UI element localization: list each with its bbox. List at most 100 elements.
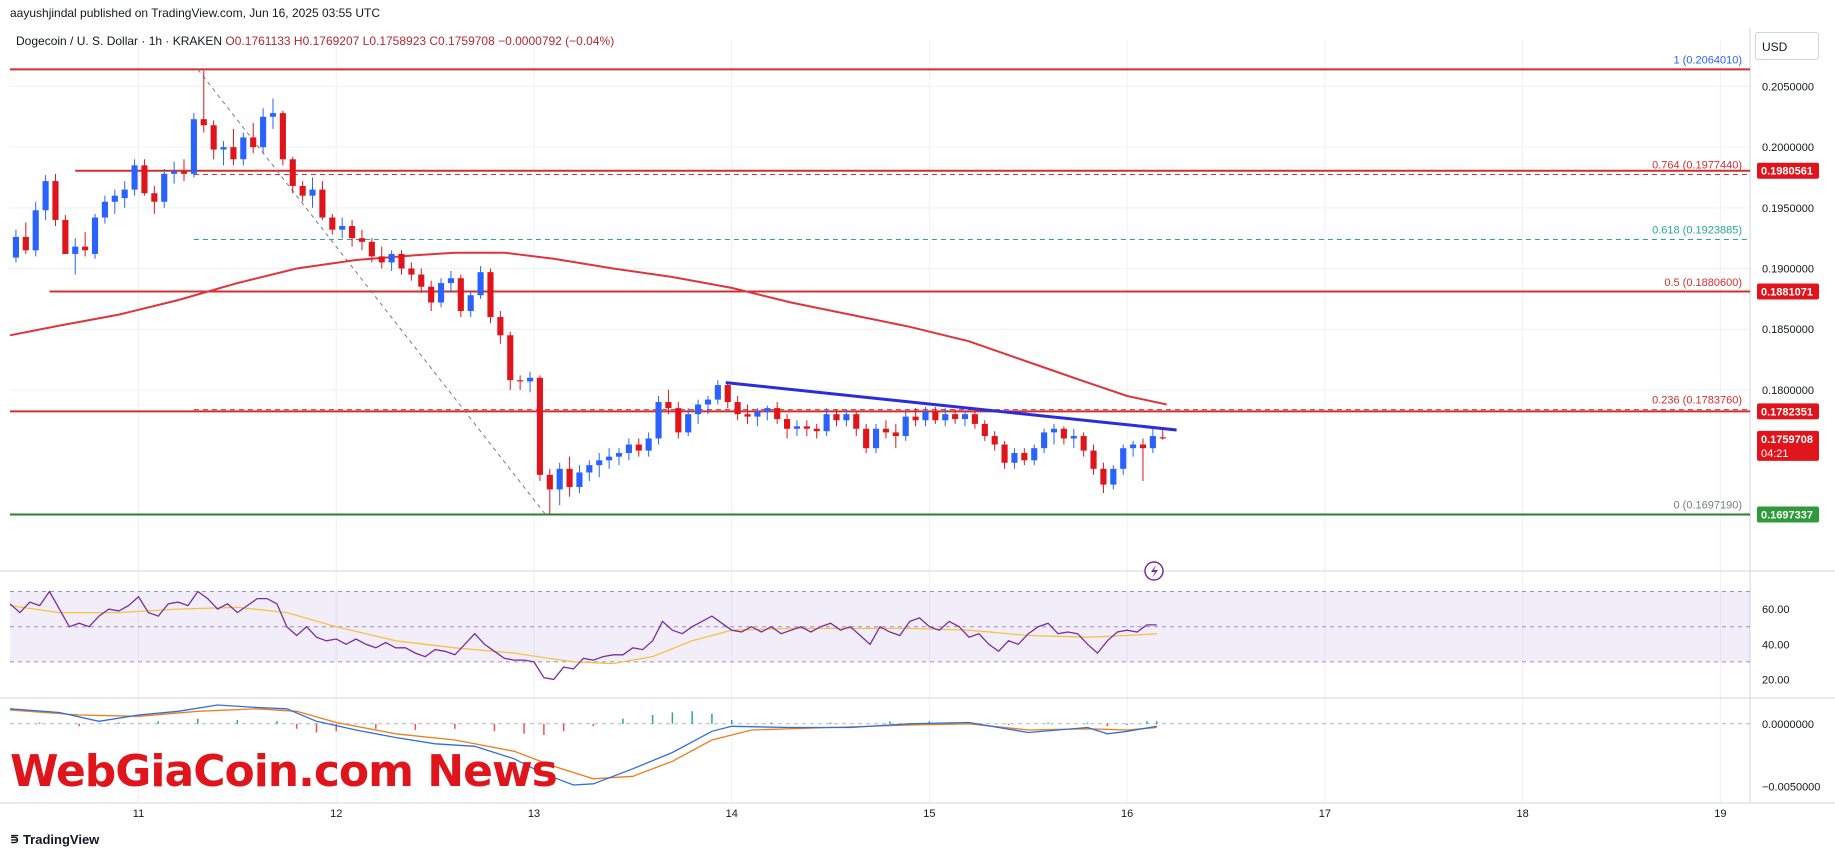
candle [1130, 440, 1137, 457]
price-tag: 0.1759708 04:21 [1757, 430, 1819, 461]
candle [111, 189, 118, 214]
trendline[interactable] [725, 381, 1177, 432]
candle [309, 177, 316, 208]
candle [596, 453, 603, 478]
candle [922, 406, 929, 427]
macd-tick-label: 0.0000000 [1762, 719, 1814, 731]
candle [1139, 438, 1147, 481]
candle [1060, 426, 1067, 445]
candle [625, 438, 632, 461]
symbol-legend[interactable]: Dogecoin / U. S. Dollar · 1h · KRAKEN O0… [16, 34, 614, 48]
candle [813, 423, 820, 439]
candle-body [892, 432, 899, 437]
candle-body [645, 438, 652, 451]
candle [418, 268, 425, 293]
candle-body [447, 278, 454, 284]
fib-labels: 1 (0.2064010) 0.764 (0.1977440) 0.618 (0.1… [1652, 54, 1742, 511]
candle [615, 448, 623, 466]
price-tag: 0.1697337 [1757, 506, 1819, 523]
candle-body [833, 414, 840, 421]
candle [82, 232, 89, 257]
candle-body [260, 116, 267, 148]
candle [606, 448, 613, 469]
rsi-tick-label: 20.00 [1762, 674, 1790, 686]
candle-body [398, 253, 405, 269]
price-tag: 0.1980561 [1757, 162, 1819, 179]
candle-body [882, 428, 889, 433]
candle-body [52, 181, 59, 220]
candle [566, 456, 573, 497]
candle [289, 156, 296, 194]
candle [141, 159, 148, 196]
candle [1110, 465, 1117, 490]
candle [121, 181, 128, 208]
candle [497, 310, 504, 344]
candle [952, 409, 959, 424]
candle-body [388, 253, 395, 263]
candle [319, 181, 326, 220]
candle [477, 266, 484, 299]
candle-body [655, 402, 662, 439]
price-tick-label: 0.2000000 [1762, 142, 1814, 154]
candle-body [853, 414, 860, 429]
time-tick-label: 18 [1516, 808, 1528, 820]
candlesticks[interactable] [12, 70, 1166, 515]
candle [220, 141, 227, 166]
candle [368, 238, 375, 263]
fib-diagonal [197, 69, 547, 516]
price-tick-label: 0.1800000 [1762, 385, 1814, 397]
candle [724, 382, 731, 409]
candle-body [497, 317, 504, 336]
candle [902, 411, 909, 441]
time-tick-label: 16 [1121, 808, 1133, 820]
candle-body [121, 189, 128, 199]
candle-body [428, 286, 435, 303]
candle-body [1139, 444, 1147, 449]
candle [803, 420, 810, 437]
candle [1021, 448, 1028, 466]
macd-indicator [9, 704, 1750, 786]
candle [1149, 428, 1156, 454]
candle [744, 404, 751, 424]
candle [961, 411, 969, 427]
candle [714, 380, 721, 405]
candle [1041, 428, 1048, 454]
candle-body [793, 426, 801, 429]
candle [131, 159, 138, 196]
candle [853, 410, 860, 437]
price-tag-countdown: 04:21 [1761, 448, 1789, 460]
price-axis[interactable]: 0.2050000 0.2000000 0.1950000 0.1900000 0.18… [1762, 81, 1820, 793]
candle-body [734, 402, 741, 415]
candle-body [487, 272, 494, 318]
candle [151, 185, 158, 214]
candle [695, 399, 702, 424]
candle-body [566, 468, 573, 488]
candle-body [1011, 453, 1018, 463]
candle [793, 420, 801, 437]
fib-level-label: 0.5 (0.1880600) [1664, 277, 1742, 289]
candle-body [596, 460, 603, 466]
time-axis[interactable]: 11 12 13 14 15 16 17 18 19 [133, 808, 1727, 820]
candle [52, 173, 59, 227]
candle-body [230, 147, 237, 160]
currency-selector[interactable]: USD [1755, 32, 1819, 60]
candle-body [685, 414, 692, 433]
publish-line: aayushjindal published on TradingView.co… [10, 6, 381, 20]
candle-body [1090, 450, 1097, 469]
symbol-name[interactable]: Dogecoin / U. S. Dollar · 1h · KRAKEN [16, 34, 223, 48]
candle-body [349, 226, 356, 239]
candle-body [1080, 436, 1087, 451]
candle [358, 229, 366, 251]
candle-body [1100, 468, 1107, 485]
price-tick-label: 0.1850000 [1762, 324, 1814, 336]
candle [932, 406, 939, 424]
rsi-ma-line [9, 604, 1157, 665]
candle-body [724, 385, 731, 403]
candle-body [62, 219, 69, 254]
candle [635, 438, 642, 457]
candle [754, 408, 761, 427]
candle-body [12, 236, 19, 258]
candle-body [190, 119, 197, 174]
candle-body [1021, 453, 1028, 461]
